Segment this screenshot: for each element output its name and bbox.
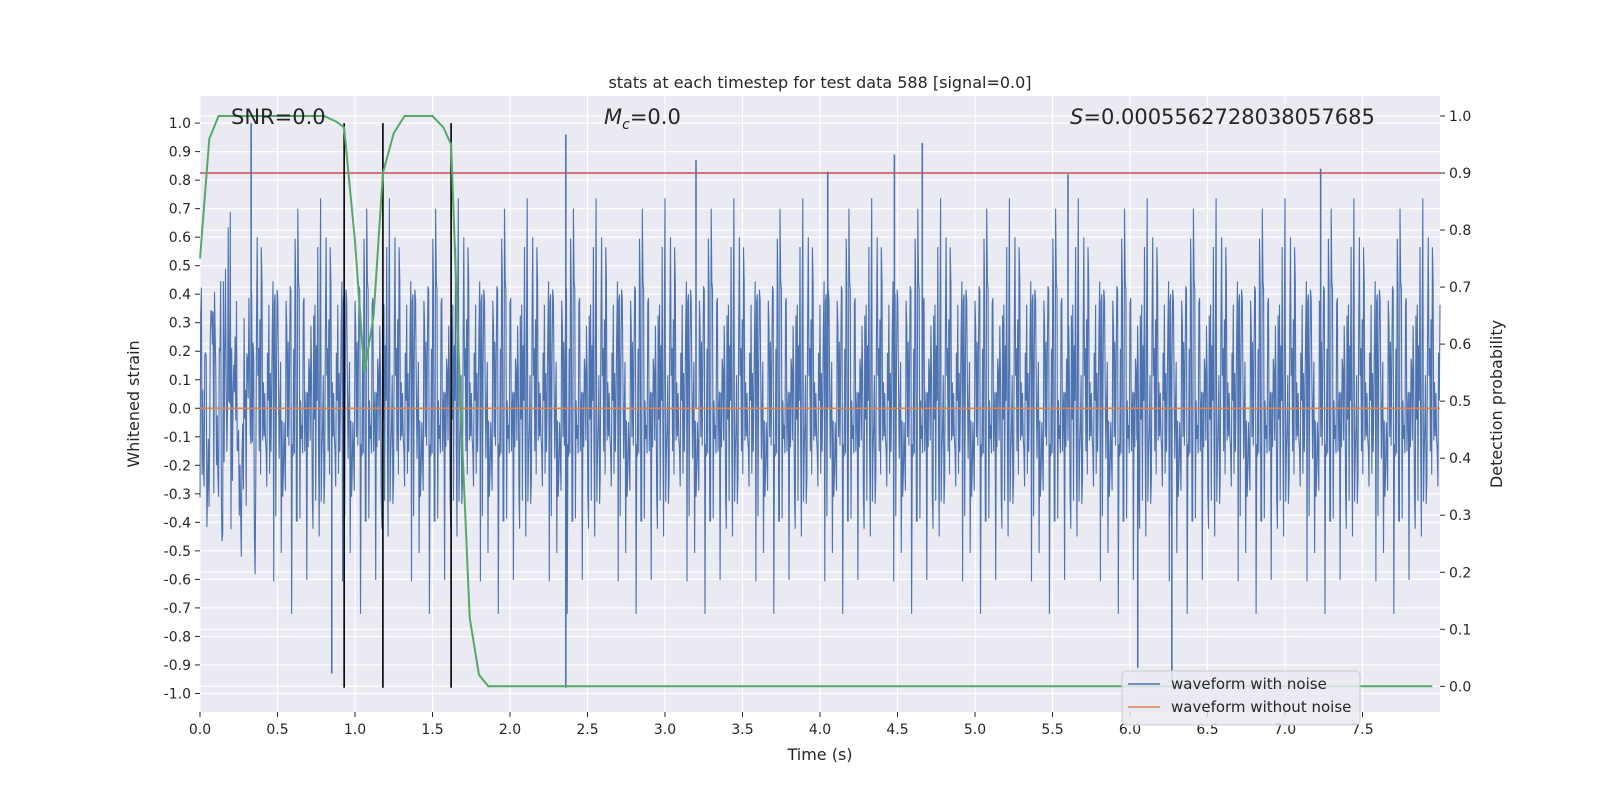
y-tick-label: 0.5 xyxy=(169,259,191,275)
y-tick-label: -0.6 xyxy=(164,572,191,588)
y-tick-label: -0.1 xyxy=(164,430,191,446)
x-tick-label: 1.0 xyxy=(344,722,366,738)
x-tick-label: 7.5 xyxy=(1351,722,1373,738)
mc-value: =0.0 xyxy=(630,105,681,129)
legend: waveform with noise waveform without noi… xyxy=(1121,670,1361,726)
y2-tick-label: 0.5 xyxy=(1449,394,1471,410)
y-tick-label: -0.9 xyxy=(164,658,191,674)
y2-tick-label: 0.3 xyxy=(1449,508,1471,524)
x-tick-label: 2.5 xyxy=(576,722,598,738)
x-tick-label: 4.0 xyxy=(809,722,831,738)
y-tick-label: 0.2 xyxy=(169,344,191,360)
y-tick-label: -0.8 xyxy=(164,629,191,645)
y-tick-label: -0.7 xyxy=(164,601,191,617)
y2-tick-label: 0.6 xyxy=(1449,337,1471,353)
x-tick-label: 3.0 xyxy=(654,722,676,738)
y2-tick-label: 1.0 xyxy=(1449,109,1471,125)
y2-tick-label: 0.1 xyxy=(1449,622,1471,638)
y-axis-label: Whitened strain xyxy=(124,340,143,467)
x-tick-label: 0.5 xyxy=(266,722,288,738)
y-tick-label: 0.7 xyxy=(169,202,191,218)
x-tick-label: 0.0 xyxy=(189,722,211,738)
series-waveform-with-noise xyxy=(199,123,1441,688)
y-tick-label: 0.9 xyxy=(169,145,191,161)
series-detection-probability xyxy=(199,115,1433,688)
y-tick-label: 1.0 xyxy=(169,116,191,132)
y-tick-label: -0.4 xyxy=(164,515,191,531)
y-tick-label: 0.6 xyxy=(169,230,191,246)
y-tick-label: -1.0 xyxy=(164,686,191,702)
y2-axis-label: Detection probability xyxy=(1487,320,1506,488)
s-value: =0.0005562728038057685 xyxy=(1083,105,1375,129)
y2-tick-label: 0.9 xyxy=(1449,166,1471,182)
y-axis-right: 1.0 0.9 0.8 0.7 0.6 0.5 0.4 0.3 0.2 0.1 0.0 xyxy=(1440,109,1471,695)
x-tick-label: 6.5 xyxy=(1196,722,1218,738)
x-tick-label: 3.5 xyxy=(731,722,753,738)
s-annotation: S=0.0005562728038057685 xyxy=(1070,105,1375,129)
x-tick-label: 1.5 xyxy=(421,722,443,738)
y2-tick-label: 0.8 xyxy=(1449,223,1471,239)
chart-title: stats at each timestep for test data 588… xyxy=(608,73,1031,92)
snr-annotation: SNR=0.0 xyxy=(231,105,326,129)
x-axis-label: Time (s) xyxy=(786,745,852,764)
legend-label-clean: waveform without noise xyxy=(1171,698,1351,716)
x-tick-label: 2.0 xyxy=(499,722,521,738)
y-tick-label: -0.2 xyxy=(164,458,191,474)
x-tick-label: 7.0 xyxy=(1274,722,1296,738)
legend-label-noise: waveform with noise xyxy=(1171,675,1327,693)
y2-tick-label: 0.0 xyxy=(1449,679,1471,695)
vertical-markers xyxy=(343,123,452,688)
x-tick-label: 5.0 xyxy=(964,722,986,738)
x-axis: 0.0 0.5 1.0 1.5 2.0 2.5 3.0 3.5 4.0 4.5 5.0 5.5 6.0 6… xyxy=(189,712,1374,738)
x-tick-label: 4.5 xyxy=(886,722,908,738)
x-tick-label: 6.0 xyxy=(1119,722,1141,738)
y-tick-label: 0.8 xyxy=(169,173,191,189)
detection-probability-line xyxy=(199,115,1433,688)
y2-tick-label: 0.2 xyxy=(1449,565,1471,581)
mc-annotation: Mc=0.0 xyxy=(604,105,681,133)
y-tick-label: 0.0 xyxy=(169,401,191,417)
waveform-with-noise-line xyxy=(199,198,1441,614)
y2-tick-label: 0.4 xyxy=(1449,451,1471,467)
y-axis-left: 1.0 0.9 0.8 0.7 0.6 0.5 0.4 0.3 0.2 0.1 0.0 -0.1 -0.… xyxy=(164,116,200,702)
y2-tick-label: 0.7 xyxy=(1449,280,1471,296)
x-tick-label: 5.5 xyxy=(1041,722,1063,738)
y-tick-label: 0.3 xyxy=(169,316,191,332)
y-tick-label: -0.5 xyxy=(164,544,191,560)
y-tick-label: -0.3 xyxy=(164,487,191,503)
y-tick-label: 0.4 xyxy=(169,287,191,303)
y-tick-label: 0.1 xyxy=(169,373,191,389)
legend-box xyxy=(1121,670,1361,726)
